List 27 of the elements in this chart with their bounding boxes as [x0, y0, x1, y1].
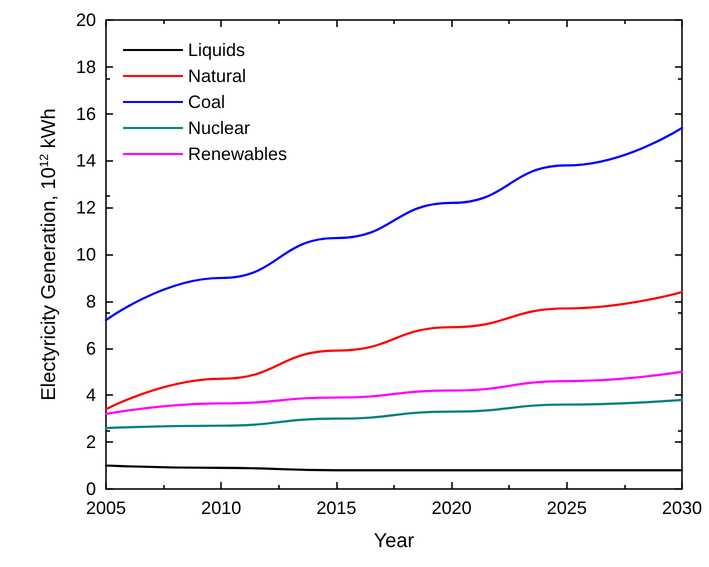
- y-tick-label: 18: [76, 56, 96, 77]
- line-series: [104, 290, 684, 410]
- y-tick-label: 14: [76, 150, 96, 171]
- y-tick-label: 16: [76, 104, 96, 124]
- line-series: [104, 370, 684, 416]
- y-tick-label: 8: [86, 291, 96, 312]
- x-axis-title: Year: [374, 530, 415, 552]
- x-tick-label: 2010: [201, 498, 242, 518]
- x-tick-label: 2015: [316, 498, 356, 518]
- legend-label: Renewables: [188, 144, 288, 164]
- x-tick-label: 2025: [546, 498, 587, 518]
- legend-label: Natural: [188, 66, 246, 86]
- legend-label: Liquids: [188, 40, 246, 60]
- line-series: [104, 398, 684, 430]
- y-tick-label: 10: [76, 244, 96, 264]
- y-tick-label: 2: [86, 432, 96, 452]
- y-tick-label: 6: [86, 338, 96, 358]
- y-tick-label: 4: [86, 385, 96, 406]
- y-tick-label: 20: [76, 10, 96, 30]
- legend-label: Nuclear: [188, 118, 250, 138]
- x-tick-label: 2020: [432, 498, 472, 518]
- y-tick-label: 0: [86, 479, 96, 499]
- y-axis-title: Electyricity Generation, 1012 kWh: [37, 108, 60, 401]
- y-tick-label: 12: [76, 198, 96, 218]
- legend-label: Coal: [188, 92, 226, 112]
- x-tick-label: 2030: [662, 498, 702, 518]
- x-tick-label: 2005: [86, 498, 126, 518]
